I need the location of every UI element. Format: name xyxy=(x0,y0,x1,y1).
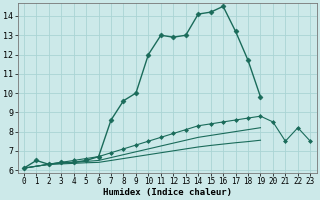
X-axis label: Humidex (Indice chaleur): Humidex (Indice chaleur) xyxy=(103,188,232,197)
